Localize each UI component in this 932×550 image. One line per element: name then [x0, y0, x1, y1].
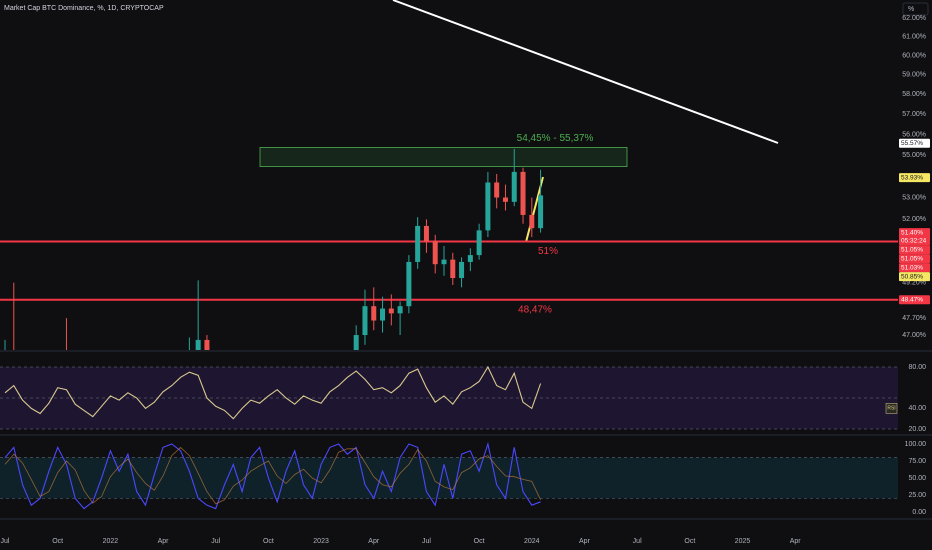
- y-tick-label: 50.00: [908, 475, 926, 482]
- legend-label: RSI: [887, 406, 895, 412]
- candle-body: [353, 335, 359, 350]
- x-tick-label: Apr: [368, 538, 380, 545]
- candle-body: [538, 195, 544, 229]
- x-tick-label: Oct: [52, 538, 63, 545]
- panel: [0, 147, 898, 350]
- countdown: 05:32:24: [901, 237, 927, 244]
- zone-label: 54,45% - 55,37%: [517, 133, 594, 144]
- price-tag: [899, 295, 930, 305]
- price-tag-label: 55.57%: [901, 140, 923, 147]
- candle-body: [388, 308, 394, 314]
- level-label: 51%: [538, 246, 558, 257]
- y-tick-label: 20.00: [908, 426, 926, 433]
- candle-body: [520, 171, 526, 215]
- x-tick-label: Oct: [684, 538, 695, 545]
- band-fill: [0, 366, 898, 430]
- series-line: [4, 365, 542, 420]
- y-tick-label: 56.00%: [902, 131, 926, 138]
- price-tag: [899, 272, 930, 282]
- price-tag-label: 51.40%: [901, 229, 923, 236]
- y-tick-label: 47.70%: [902, 315, 926, 322]
- price-tag: [899, 228, 930, 246]
- x-tick-label: Apr: [158, 538, 170, 545]
- y-tick-label: 100.00: [905, 441, 927, 448]
- candle-body: [511, 171, 517, 202]
- price-tag: [899, 245, 930, 255]
- price-tag: [899, 254, 930, 264]
- candle-body: [467, 255, 473, 262]
- candle-body: [459, 261, 465, 279]
- x-tick-label: 2022: [103, 538, 119, 545]
- y-tick-label: 25.00: [908, 492, 926, 499]
- panel: [0, 441, 898, 510]
- y-tick-label: 61.00%: [902, 33, 926, 40]
- price-tag-label: 50.85%: [901, 273, 923, 280]
- legend-box: [885, 403, 898, 414]
- price-tag-label: 51.05%: [901, 255, 923, 262]
- candle-body: [380, 308, 386, 321]
- price-tag-label: 51.05%: [901, 246, 923, 253]
- x-tick-label: Jul: [1, 538, 10, 545]
- y-tick-label: 47.00%: [902, 332, 926, 339]
- price-tag-label: 51.03%: [901, 264, 923, 271]
- y-tick-label: 52.00%: [902, 216, 926, 223]
- band-fill: [0, 457, 898, 499]
- candle-body: [362, 306, 368, 336]
- x-tick-label: Jul: [633, 538, 642, 545]
- candle-body: [441, 259, 447, 265]
- panel: [0, 365, 898, 430]
- price-tag: [899, 173, 930, 183]
- x-tick-label: 2023: [313, 538, 329, 545]
- candle-body: [529, 214, 535, 229]
- x-tick-label: Oct: [263, 538, 274, 545]
- candle-body: [476, 230, 482, 256]
- trend-line: [392, 0, 779, 144]
- candle-body: [397, 306, 403, 314]
- y-tick-label: 75.00: [908, 458, 926, 465]
- candle-body: [485, 182, 491, 231]
- x-tick-label: Apr: [790, 538, 802, 545]
- y-tick-label: 55.00%: [902, 152, 926, 159]
- scale-button-label[interactable]: %: [908, 6, 914, 13]
- candle-body: [423, 225, 429, 242]
- zone: [259, 147, 628, 168]
- x-tick-label: Apr: [579, 538, 591, 545]
- candle-body: [450, 259, 456, 279]
- price-tag: [899, 138, 930, 148]
- y-tick-label: 80.00: [908, 364, 926, 371]
- series-line: [4, 446, 541, 505]
- candle-body: [406, 261, 412, 307]
- price-tag-label: 53.93%: [901, 174, 923, 181]
- chart-title: Market Cap BTC Dominance, %, 1D, CRYPTOC…: [4, 5, 164, 12]
- candle-body: [371, 306, 377, 321]
- y-tick-label: 58.00%: [902, 91, 926, 98]
- series-line: [4, 441, 541, 510]
- candle-body: [502, 197, 508, 202]
- y-tick-label: 59.00%: [902, 72, 926, 79]
- x-tick-label: 2025: [735, 538, 751, 545]
- price-tag: [899, 263, 930, 273]
- y-tick-label: 0.00: [912, 509, 926, 516]
- x-tick-label: Oct: [474, 538, 485, 545]
- candle-body: [494, 182, 500, 198]
- x-tick-label: 2024: [524, 538, 540, 545]
- y-tick-label: 40.00: [908, 405, 926, 412]
- y-tick-label: 57.00%: [902, 111, 926, 118]
- y-tick-label: 49.20%: [902, 280, 926, 287]
- candle-body: [195, 339, 201, 350]
- candle-body: [415, 225, 421, 262]
- y-tick-label: 53.00%: [902, 194, 926, 201]
- candle-body: [204, 339, 210, 350]
- x-tick-label: Jul: [211, 538, 220, 545]
- x-tick-label: Jul: [422, 538, 431, 545]
- y-tick-label: 62.00%: [902, 15, 926, 22]
- level-label: 48,47%: [518, 304, 552, 315]
- y-tick-label: 60.00%: [902, 52, 926, 59]
- candle-body: [432, 241, 438, 265]
- price-tag-label: 48.47%: [901, 297, 923, 304]
- scale-button[interactable]: [902, 2, 929, 16]
